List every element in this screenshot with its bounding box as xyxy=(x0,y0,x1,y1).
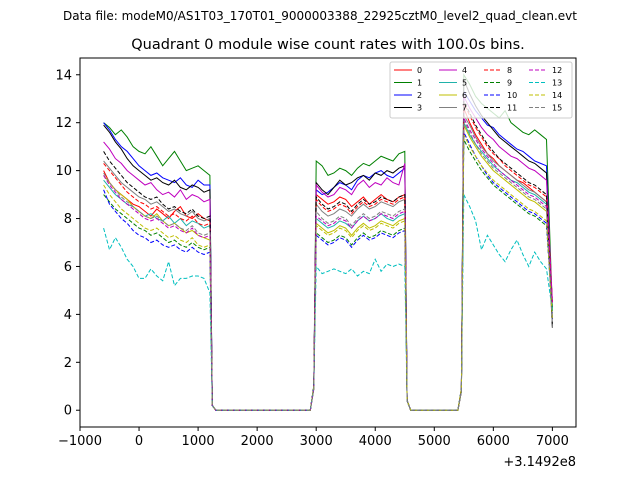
x-tick-label: 1000 xyxy=(182,434,215,449)
series-line-11 xyxy=(103,100,553,411)
y-tick-label: 0 xyxy=(64,404,72,419)
y-tick-label: 4 xyxy=(64,308,72,323)
series-line-0 xyxy=(103,108,553,411)
series-line-3 xyxy=(103,79,553,411)
legend-label-1: 1 xyxy=(417,79,422,88)
legend-label-12: 12 xyxy=(552,66,562,75)
axes: −1000 0 1000 2000 3000 4000 5000 6000 7000 0 2 4 6 8 1… xyxy=(55,57,577,449)
y-tick-label: 14 xyxy=(55,68,72,83)
legend-label-4: 4 xyxy=(462,66,467,75)
series-line-12 xyxy=(103,117,553,411)
x-tick-label: 6000 xyxy=(477,434,510,449)
series-line-13 xyxy=(103,194,553,411)
legend-label-2: 2 xyxy=(417,91,422,100)
series-line-6 xyxy=(103,124,553,411)
x-tick-label: 3000 xyxy=(300,434,333,449)
x-tick-label: 0 xyxy=(135,434,143,449)
legend-label-15: 15 xyxy=(552,104,562,113)
x-tick-label: 2000 xyxy=(241,434,274,449)
x-tick-label: 5000 xyxy=(418,434,451,449)
y-tick-label: 12 xyxy=(55,116,72,131)
figure-suptitle: Data file: modeM0/AS1T03_170T01_90000033… xyxy=(63,9,577,23)
series-line-9 xyxy=(103,139,553,411)
y-tick-label: 8 xyxy=(64,212,72,227)
legend-label-5: 5 xyxy=(462,79,467,88)
legend-label-6: 6 xyxy=(462,91,467,100)
series-line-4 xyxy=(103,96,553,411)
x-tick-label: 4000 xyxy=(359,434,392,449)
legend-box xyxy=(389,61,573,119)
series-line-14 xyxy=(103,134,553,411)
legend-label-9: 9 xyxy=(507,79,512,88)
y-tick-label: 6 xyxy=(64,260,72,275)
x-tick-label: 7000 xyxy=(536,434,569,449)
x-tick-label: −1000 xyxy=(58,434,102,449)
y-tick-label: 2 xyxy=(64,356,72,371)
axes-frame xyxy=(79,57,577,428)
legend-label-11: 11 xyxy=(507,104,517,113)
legend-label-13: 13 xyxy=(552,79,562,88)
series-line-7 xyxy=(103,113,553,411)
series-line-10 xyxy=(103,132,553,411)
x-axis-offset-label: +3.1492e8 xyxy=(503,455,576,470)
legend-label-7: 7 xyxy=(462,104,467,113)
legend-label-10: 10 xyxy=(507,91,517,100)
plot-area xyxy=(103,73,553,411)
legend-label-3: 3 xyxy=(417,104,422,113)
legend-label-14: 14 xyxy=(552,91,562,100)
y-tick-label: 10 xyxy=(55,164,72,179)
series-line-15 xyxy=(103,120,553,411)
chart-title: Quadrant 0 module wise count rates with … xyxy=(131,37,525,53)
legend-label-0: 0 xyxy=(417,66,422,75)
series-line-2 xyxy=(103,89,553,411)
legend-label-8: 8 xyxy=(507,66,512,75)
series-line-8 xyxy=(103,103,553,411)
